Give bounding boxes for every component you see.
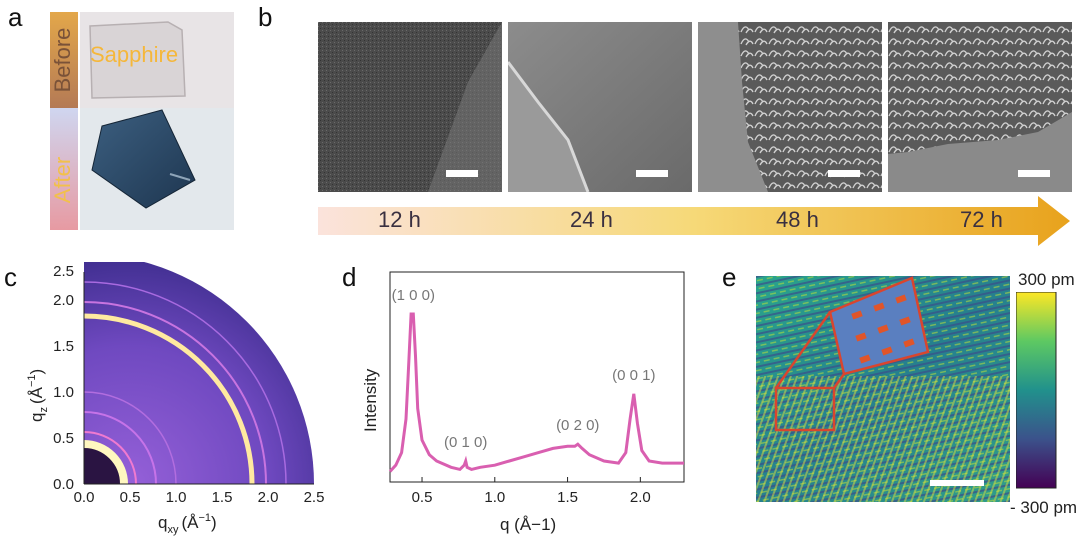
time-label-24h: 24 h	[570, 207, 613, 232]
waxs-x-ticks: 0.0 0.5 1.0 1.5 2.0 2.5	[74, 489, 325, 506]
y-tick: 1.5	[53, 338, 74, 355]
sem-image-24h	[508, 22, 692, 192]
molecular-inset	[828, 276, 930, 376]
panel-a: Before After Sapphire	[50, 12, 234, 230]
x-tick: 2.5	[304, 489, 325, 506]
scale-bar	[636, 170, 668, 177]
scale-bar	[828, 170, 860, 177]
waxs-y-label: qz(Å−1)	[26, 369, 50, 422]
time-label-48h: 48 h	[776, 207, 819, 232]
panel-label-b: b	[258, 2, 273, 32]
after-bar	[50, 108, 78, 230]
x-tick: 1.5	[212, 489, 233, 506]
panel-a-photos	[50, 12, 234, 230]
series-line	[388, 312, 684, 473]
y-tick: 0.5	[53, 430, 74, 447]
time-label-12h: 12 h	[378, 207, 421, 232]
time-arrow	[318, 196, 1070, 246]
colorbar-min-label: - 300 pm	[1010, 498, 1078, 517]
peak-annotation: (0 0 1)	[612, 367, 655, 384]
peak-annotation: (0 2 0)	[556, 417, 599, 434]
scale-bar	[930, 480, 984, 486]
colorbar	[1016, 292, 1057, 489]
scale-bar	[1018, 170, 1050, 177]
time-label-72h: 72 h	[960, 207, 1003, 232]
sapphire-substrate	[89, 21, 186, 99]
y-tick: 2.0	[53, 292, 74, 309]
ring-001	[83, 313, 255, 485]
x-tick-label: 0.5	[412, 489, 433, 506]
waxs-y-ticks: 0.0 0.5 1.0 1.5 2.0 2.5	[53, 263, 74, 493]
y-tick: 0.0	[53, 476, 74, 493]
y-tick: 1.0	[53, 384, 74, 401]
panel-c-giwaxs: 0.0 0.5 1.0 1.5 2.0 2.5 0.0 0.5 1.0 1.5 …	[26, 262, 325, 536]
peak-annotation: (1 0 0)	[392, 287, 435, 304]
diffraction-background	[84, 262, 314, 484]
ring-100	[83, 440, 128, 485]
plot-frame	[389, 271, 685, 483]
sem-image-72h	[888, 22, 1072, 192]
scale-bar	[446, 170, 478, 177]
y-axis-label: Intensity	[361, 368, 380, 432]
x-tick: 0.5	[120, 489, 141, 506]
colorbar-max-label: 300 pm	[1018, 270, 1075, 289]
sapphire-label: Sapphire	[90, 42, 179, 67]
waxs-x-label: qxy (Å−1)	[158, 512, 217, 536]
panel-e-afm	[756, 276, 1010, 502]
panel-label-e: e	[722, 262, 737, 292]
x-tick: 1.0	[166, 489, 187, 506]
before-bar	[50, 12, 78, 108]
y-tick: 2.5	[53, 263, 74, 280]
after-label: After	[50, 156, 75, 204]
x-tick-label: 1.5	[557, 489, 578, 506]
zoom-box	[774, 386, 836, 432]
sem-image-48h	[698, 22, 882, 192]
x-tick-label: 2.0	[630, 489, 651, 506]
x-axis-label: q (Å−1)	[500, 515, 556, 534]
panel-label-d: d	[342, 262, 357, 292]
panel-d-chart: Intensity q (Å−1) 0.5 1.0 1.5 2.0 (1 0 0) (0…	[361, 271, 685, 534]
x-tick: 2.0	[258, 489, 279, 506]
panel-label-a: a	[8, 2, 23, 32]
sem-image-12h	[318, 22, 502, 192]
x-tick: 0.0	[74, 489, 95, 506]
film-sample	[91, 109, 196, 209]
panel-label-c: c	[4, 262, 17, 292]
x-tick-label: 1.0	[484, 489, 505, 506]
before-label: Before	[50, 27, 75, 93]
peak-annotation: (0 1 0)	[444, 434, 487, 451]
